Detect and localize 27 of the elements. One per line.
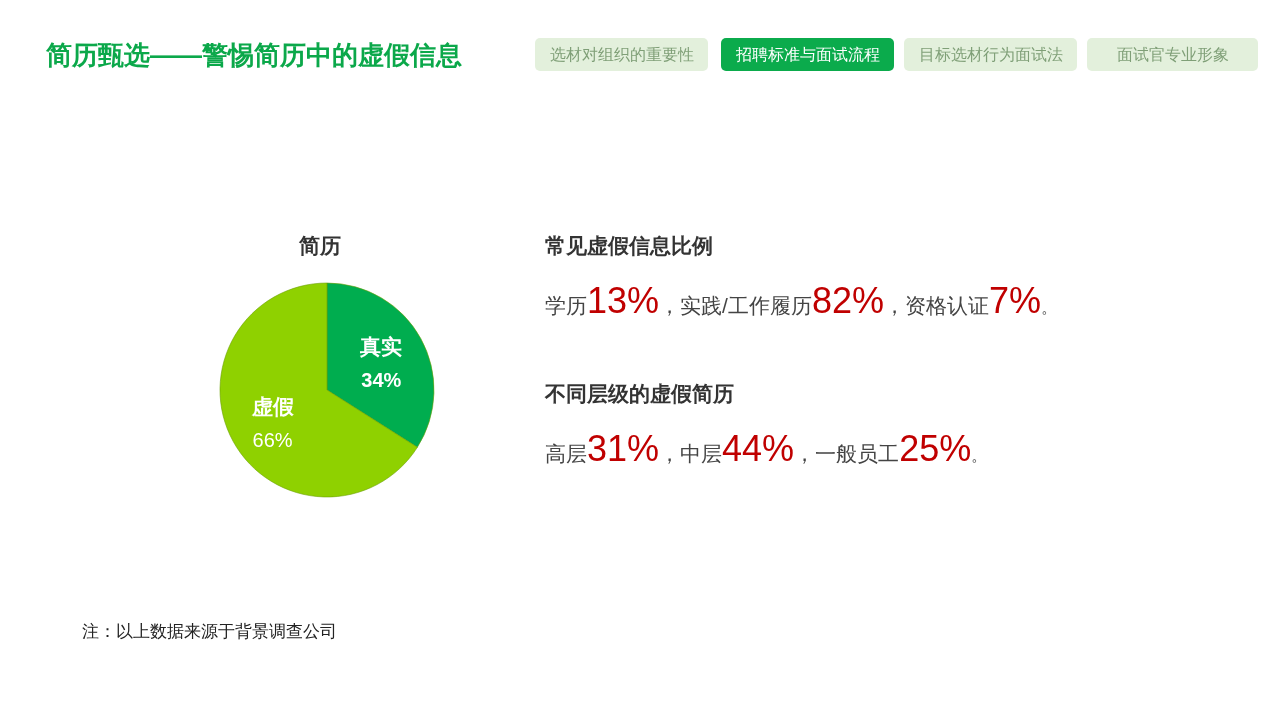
text: 不同层级的虚假简历 — [545, 381, 734, 407]
text: 面试官专业形象 — [1087, 38, 1258, 71]
category-label: 学历 — [545, 293, 587, 319]
text: 目标选材行为面试法 — [904, 38, 1077, 71]
text: 44% — [722, 428, 795, 469]
text: 25% — [899, 428, 972, 469]
slice-label: 真实 — [359, 335, 403, 359]
text: 。 — [971, 446, 988, 466]
text: 注：以上数据来源于背景调查公司 — [82, 621, 337, 643]
text: 13% — [587, 280, 660, 321]
text: 7% — [988, 280, 1041, 321]
text: 82% — [811, 280, 884, 321]
category-label: ，资格认证 — [883, 294, 989, 319]
slice-label: 虚假 — [250, 394, 295, 418]
text: 选材对组织的重要性 — [535, 38, 708, 71]
chart-title: 简历 — [298, 234, 341, 257]
text: 常见虚假信息比例 — [545, 233, 713, 259]
data-label: 66% — [252, 428, 293, 451]
text: 招聘标准与面试流程 — [721, 38, 894, 71]
text: 。 — [1041, 298, 1057, 318]
category-label: ，实践/工作履历 — [659, 293, 812, 319]
category-label: ，一般员工 — [794, 441, 900, 467]
text: 31% — [587, 428, 660, 469]
text: 简历甄选——警惕简历中的虚假信息 — [46, 39, 462, 72]
category-label: 高层 — [545, 441, 587, 467]
data-label: 34% — [361, 369, 402, 392]
category-label: ，中层 — [659, 442, 723, 467]
